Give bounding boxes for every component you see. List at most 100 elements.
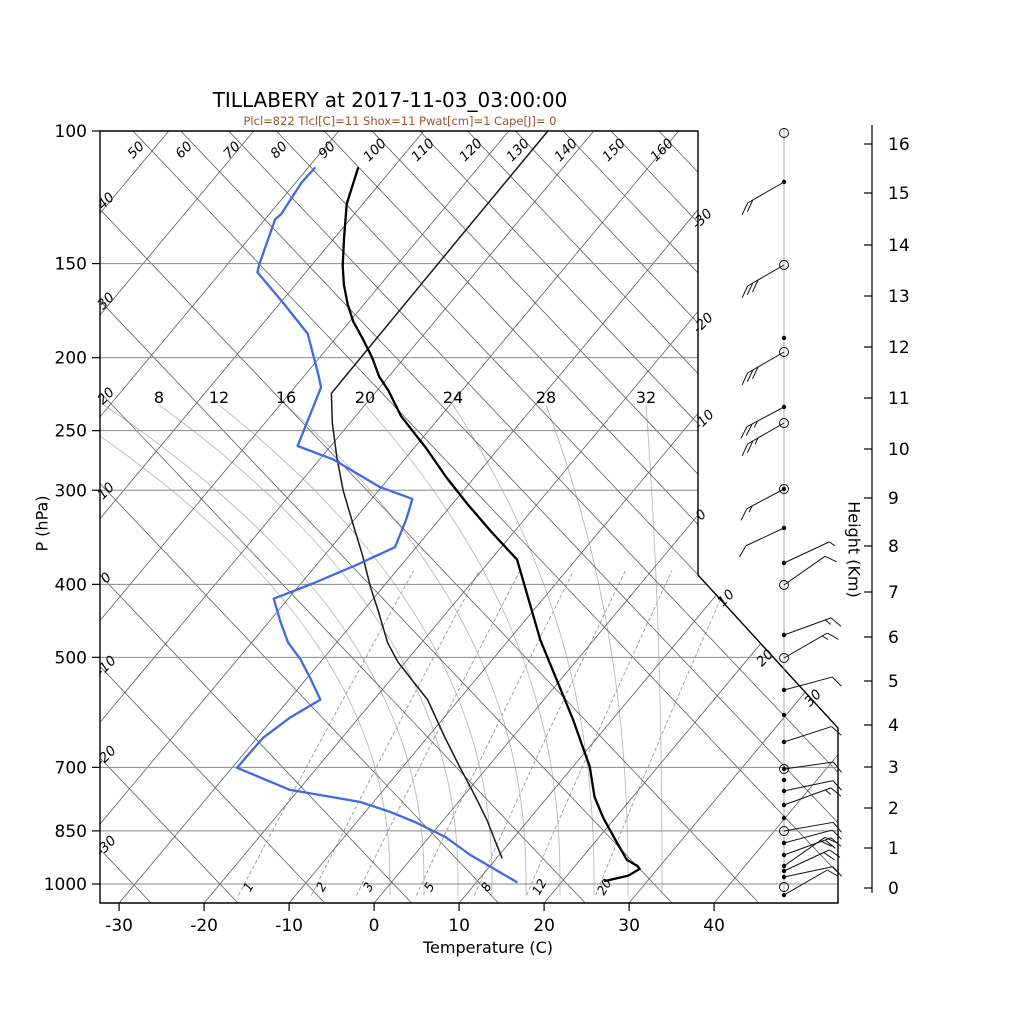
dry-adiabat-lines [100,131,838,903]
pressure-axis: 100 150 200 250 300 400 500 700 850 1000 [44,122,100,895]
height-axis-label: Height (Km) [844,501,864,598]
wind-barb [781,541,836,566]
svg-text:8: 8 [154,388,164,407]
svg-text:250: 250 [55,422,87,442]
svg-text:-20: -20 [190,916,218,936]
wind-barb [781,815,787,821]
wind-barb [779,555,837,590]
svg-text:2: 2 [888,799,899,819]
wind-barb [781,777,787,783]
svg-text:1000: 1000 [44,875,87,895]
svg-text:-30: -30 [93,833,120,860]
svg-text:150: 150 [55,255,87,275]
moist-adiabat-lines [100,404,663,896]
station-circle-icon [779,128,789,138]
svg-text:30: 30 [801,686,824,709]
svg-text:6: 6 [888,628,899,648]
station-circle-icon [779,260,789,270]
svg-text:-20: -20 [93,743,120,770]
station-circle-icon [779,347,789,357]
wind-barb [779,128,789,138]
svg-text:12: 12 [209,388,229,407]
wind-barb [781,780,842,794]
svg-text:20: 20 [753,646,776,669]
svg-text:10: 10 [94,479,117,502]
svg-text:-10: -10 [691,407,718,434]
svg-text:140: 140 [551,135,581,165]
wind-barb [779,632,839,663]
wind-barb [781,836,837,869]
wind-barb [781,617,842,638]
wind-barb [740,484,789,521]
plot-boundary [99,130,839,904]
svg-text:4: 4 [888,716,899,736]
svg-text:2: 2 [313,880,330,894]
wind-barb [781,849,841,874]
wind-barb [741,418,789,456]
svg-text:100: 100 [55,122,87,142]
svg-text:1: 1 [240,880,257,894]
svg-text:850: 850 [55,822,87,842]
svg-text:-30: -30 [105,916,133,936]
svg-text:28: 28 [536,388,556,407]
svg-text:5: 5 [421,880,438,894]
svg-text:200: 200 [55,349,87,369]
svg-text:130: 130 [503,135,533,165]
svg-text:20: 20 [94,384,117,407]
wind-barb [781,676,842,693]
svg-text:16: 16 [276,388,296,407]
wind-barb [781,869,839,898]
station-dot-icon [781,815,787,821]
svg-text:10: 10 [888,440,910,460]
svg-text:-20: -20 [690,310,717,337]
temperature-axis: -30 -20 -10 0 10 20 30 40 [105,903,725,936]
svg-text:400: 400 [55,575,87,595]
page-title: TILLABERY at 2017-11-03_03:00:00 [212,88,568,112]
svg-text:30: 30 [94,289,117,312]
svg-text:3: 3 [360,880,377,894]
station-circle-icon [779,826,789,836]
svg-text:16: 16 [888,135,910,155]
svg-text:40: 40 [703,916,725,936]
station-circle-icon [779,580,789,590]
wind-barb [781,829,842,846]
svg-text:10: 10 [714,586,737,609]
svg-text:90: 90 [315,138,338,161]
pressure-axis-label: P (hPa) [32,495,52,552]
svg-text:60: 60 [172,138,195,161]
isotherm-lines [100,131,838,903]
svg-text:24: 24 [443,388,463,407]
wind-barb [739,525,787,558]
wind-barb [740,404,787,439]
wind-barb [779,882,789,892]
wind-barb [781,866,842,880]
svg-text:5: 5 [888,672,899,692]
station-dot-icon [781,777,787,783]
svg-text:120: 120 [456,135,486,165]
svg-text:40: 40 [94,189,117,212]
svg-text:160: 160 [647,135,677,165]
svg-text:13: 13 [888,287,910,307]
wind-barb [779,761,842,774]
station-circle-icon [779,653,789,663]
wind-barb [741,260,789,298]
wind-barb [781,726,842,745]
sounding-parameters: Plcl=822 Tlcl[C]=11 Shox=11 Pwat[cm]=1 C… [243,114,557,128]
svg-text:20: 20 [533,916,555,936]
svg-text:10: 10 [448,916,470,936]
svg-text:7: 7 [888,583,899,603]
svg-text:0: 0 [369,916,380,936]
svg-text:12: 12 [529,876,550,897]
station-circle-icon [779,484,789,494]
svg-text:110: 110 [408,135,438,165]
svg-text:32: 32 [636,388,656,407]
svg-text:100: 100 [360,135,390,165]
svg-text:700: 700 [55,758,87,778]
station-circle-icon [779,882,789,892]
temperature-axis-label: Temperature (C) [422,938,554,957]
dewpoint-curve [235,166,518,884]
station-circle-icon [779,418,789,428]
